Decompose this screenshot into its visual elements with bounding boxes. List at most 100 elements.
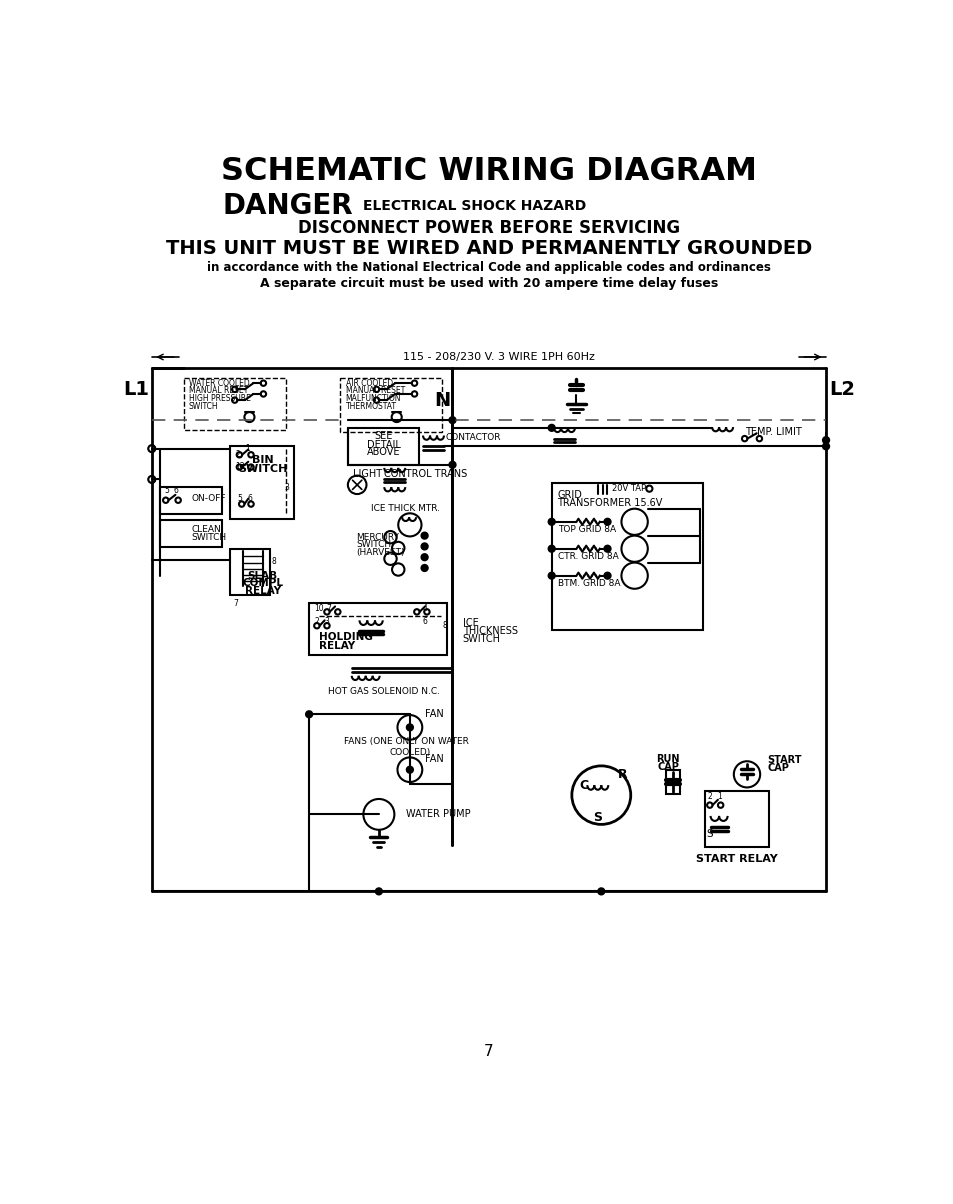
Circle shape xyxy=(548,573,555,579)
Text: CONTACTOR: CONTACTOR xyxy=(445,433,500,442)
Circle shape xyxy=(374,386,379,393)
Text: in accordance with the National Electrical Code and applicable codes and ordinan: in accordance with the National Electric… xyxy=(207,261,770,275)
Text: 7: 7 xyxy=(483,1044,494,1060)
Circle shape xyxy=(421,565,427,571)
Text: DANGER: DANGER xyxy=(222,193,353,220)
Circle shape xyxy=(421,554,427,560)
Text: CAP: CAP xyxy=(657,762,679,772)
Text: L1: L1 xyxy=(123,379,150,399)
Circle shape xyxy=(421,543,427,549)
Circle shape xyxy=(248,501,253,507)
Circle shape xyxy=(414,609,419,614)
Text: THICKNESS: THICKNESS xyxy=(462,626,517,636)
Text: SWITCH: SWITCH xyxy=(356,541,391,549)
Text: 8: 8 xyxy=(272,557,276,566)
Circle shape xyxy=(718,802,722,808)
Text: ELECTRICAL SHOCK HAZARD: ELECTRICAL SHOCK HAZARD xyxy=(363,199,586,213)
Circle shape xyxy=(163,497,169,503)
Circle shape xyxy=(741,436,746,442)
Text: HIGH PRESSURE: HIGH PRESSURE xyxy=(189,394,251,403)
Text: MALFUNCTION: MALFUNCTION xyxy=(345,394,400,403)
Circle shape xyxy=(406,725,413,731)
Bar xyxy=(230,447,294,519)
Text: 13: 13 xyxy=(235,462,245,471)
Text: 20V TAP: 20V TAP xyxy=(612,484,645,494)
Circle shape xyxy=(232,397,237,403)
Text: N: N xyxy=(435,390,451,409)
Text: START: START xyxy=(766,755,801,766)
Circle shape xyxy=(548,425,555,431)
Text: A separate circuit must be used with 20 ampere time delay fuses: A separate circuit must be used with 20 … xyxy=(259,277,718,290)
Bar xyxy=(160,488,222,514)
Text: THERMOSTAT: THERMOSTAT xyxy=(345,402,396,411)
Text: 7: 7 xyxy=(233,598,237,608)
Circle shape xyxy=(335,609,340,614)
Text: ON-OFF: ON-OFF xyxy=(192,494,226,503)
Bar xyxy=(340,378,442,432)
Circle shape xyxy=(449,461,456,468)
Text: 5: 5 xyxy=(237,494,242,503)
Bar xyxy=(309,603,447,655)
Text: THIS UNIT MUST BE WIRED AND PERMANENTLY GROUNDED: THIS UNIT MUST BE WIRED AND PERMANENTLY … xyxy=(166,238,811,258)
Text: COOLED): COOLED) xyxy=(389,748,430,757)
Text: C: C xyxy=(579,779,588,792)
Text: 6: 6 xyxy=(247,494,252,503)
Circle shape xyxy=(324,622,330,628)
Text: CLEAN: CLEAN xyxy=(192,525,221,535)
Text: 3: 3 xyxy=(284,483,289,491)
Text: TOP GRID 8A: TOP GRID 8A xyxy=(558,525,616,535)
Text: RELAY: RELAY xyxy=(319,641,355,650)
Circle shape xyxy=(248,452,253,458)
Text: 1: 1 xyxy=(245,444,250,453)
Text: 1: 1 xyxy=(717,792,721,801)
Bar xyxy=(160,520,222,547)
Text: RUN: RUN xyxy=(656,754,679,765)
Circle shape xyxy=(598,889,604,895)
Bar xyxy=(551,483,702,630)
Circle shape xyxy=(406,767,413,773)
Text: AIR COOLED: AIR COOLED xyxy=(345,379,393,388)
Circle shape xyxy=(645,485,652,491)
Text: 4: 4 xyxy=(422,603,427,613)
Circle shape xyxy=(175,497,181,503)
Text: BTM. GRID 8A: BTM. GRID 8A xyxy=(558,579,619,588)
Text: BIN: BIN xyxy=(252,455,274,465)
Circle shape xyxy=(392,412,401,423)
Text: R: R xyxy=(618,768,627,781)
Circle shape xyxy=(822,437,828,443)
Text: CONTROL TRANS: CONTROL TRANS xyxy=(384,470,467,479)
Circle shape xyxy=(375,889,381,895)
Text: 7: 7 xyxy=(326,603,331,613)
Text: SEE: SEE xyxy=(374,431,393,442)
Text: SWITCH: SWITCH xyxy=(192,533,226,543)
Text: TEMP. LIMIT: TEMP. LIMIT xyxy=(744,427,801,437)
Circle shape xyxy=(604,573,610,579)
Text: L2: L2 xyxy=(828,379,854,399)
Text: FAN: FAN xyxy=(425,709,444,719)
Text: SWITCH: SWITCH xyxy=(237,464,287,473)
Circle shape xyxy=(374,397,379,403)
Circle shape xyxy=(236,465,242,470)
Text: MANUAL RESET: MANUAL RESET xyxy=(189,386,248,395)
Circle shape xyxy=(324,609,330,614)
Circle shape xyxy=(148,445,155,452)
Text: 115 - 208/230 V. 3 WIRE 1PH 60Hz: 115 - 208/230 V. 3 WIRE 1PH 60Hz xyxy=(402,352,595,362)
Circle shape xyxy=(412,391,416,396)
Circle shape xyxy=(706,802,712,808)
Circle shape xyxy=(148,476,155,483)
Text: START RELAY: START RELAY xyxy=(696,854,777,864)
Bar xyxy=(230,549,270,595)
Bar xyxy=(348,427,418,465)
Circle shape xyxy=(149,477,154,483)
Text: RELAY: RELAY xyxy=(244,586,280,596)
Bar xyxy=(704,791,768,846)
Text: SWITCH: SWITCH xyxy=(189,402,218,411)
Bar xyxy=(183,378,286,430)
Circle shape xyxy=(260,391,266,396)
Bar xyxy=(666,771,679,793)
Text: 3: 3 xyxy=(324,618,329,626)
Circle shape xyxy=(239,501,244,507)
Circle shape xyxy=(756,436,761,442)
Text: SLAB: SLAB xyxy=(247,571,277,580)
Text: 10: 10 xyxy=(314,603,324,613)
